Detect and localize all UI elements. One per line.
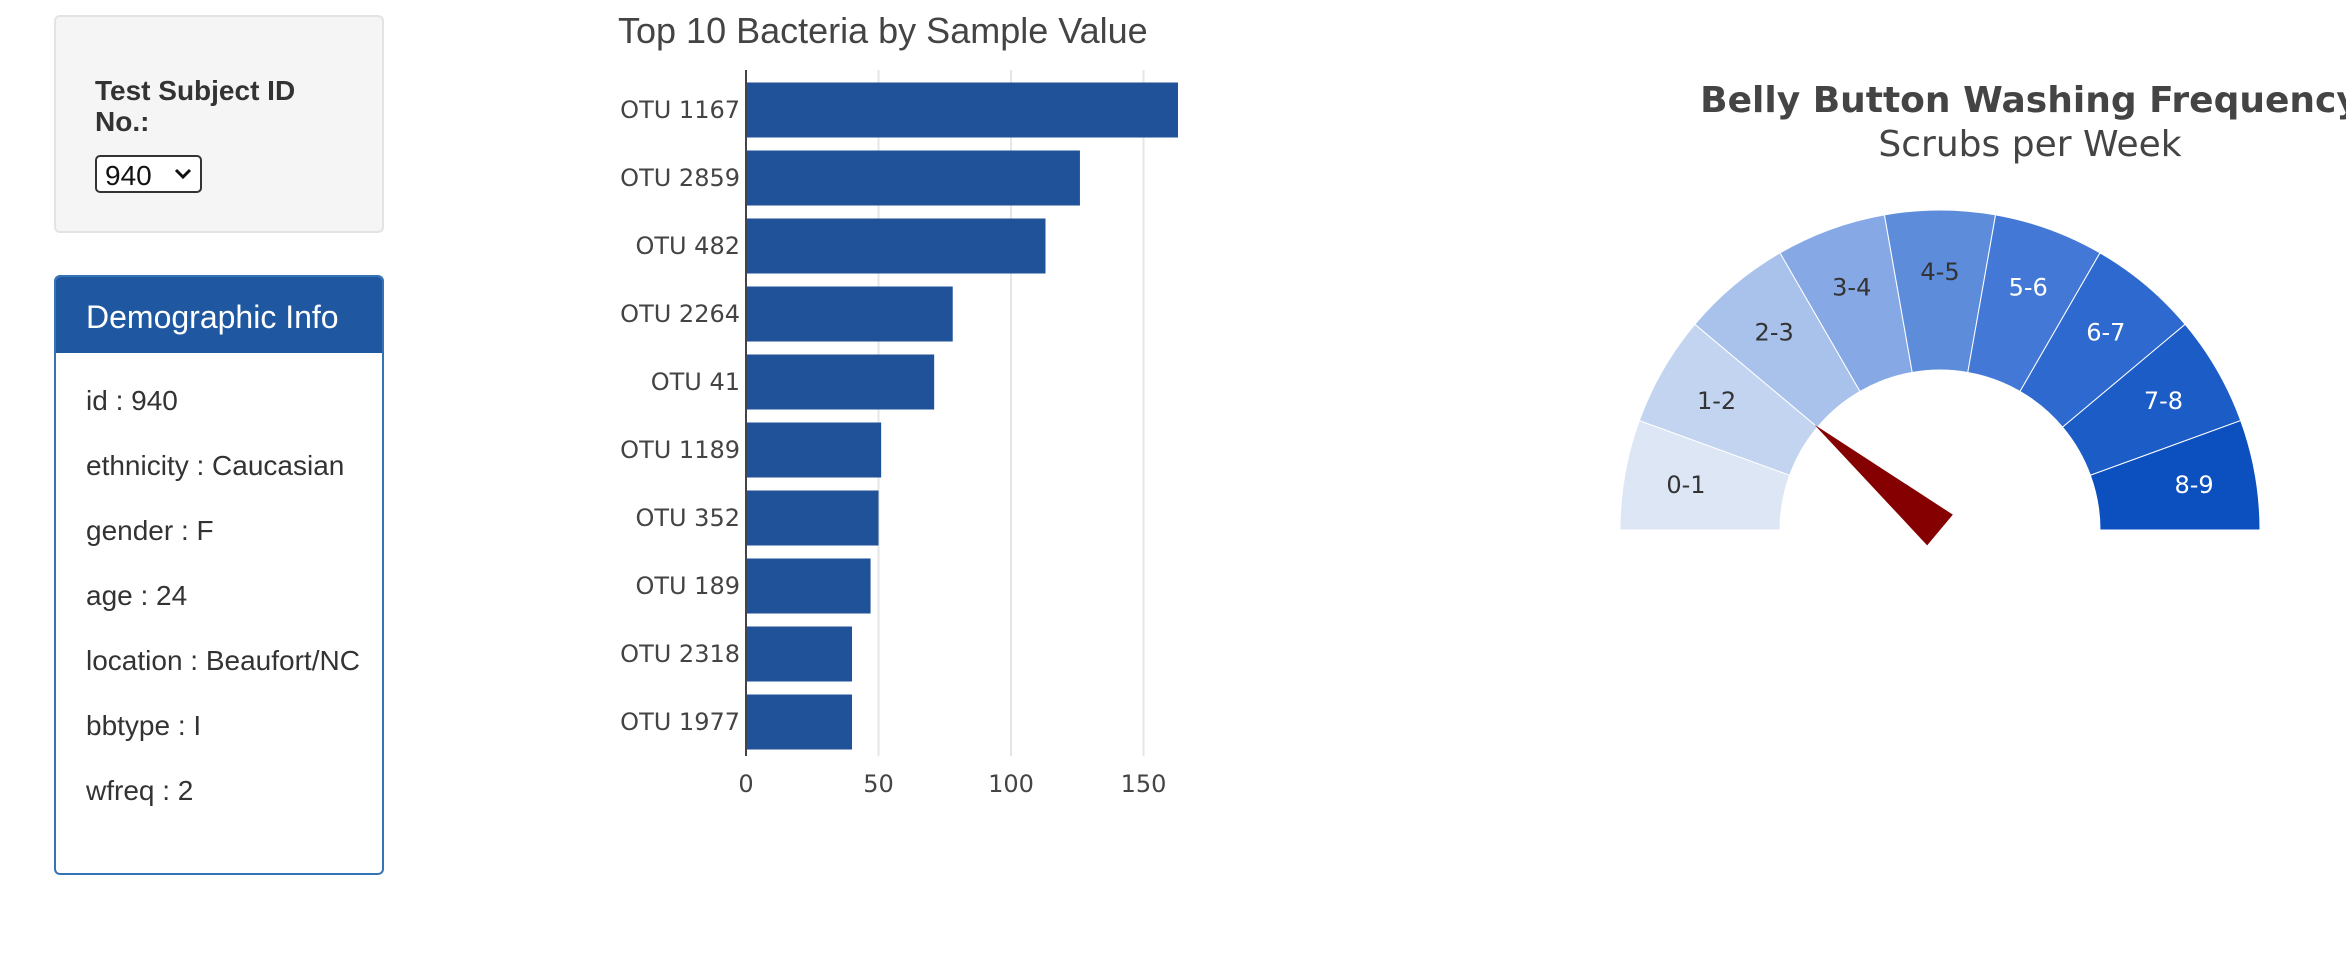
bar-category-label: OTU 1189 [620,436,740,464]
gauge-title: Belly Button Washing Frequency [1700,80,2346,121]
gauge-chart: 0-1 1-2 2-3 3-4 4-5 5-6 6-7 7-8 8-9 [1619,209,2261,546]
gauge-segment-label: 1-2 [1697,387,1736,415]
demographic-item-id: id : 940 [86,385,178,416]
gauge-segment [2089,419,2261,531]
gauge-segment-label: 0-1 [1666,471,1705,499]
x-tick-label: 0 [738,770,753,798]
demographic-item-age: age : 24 [86,580,188,611]
demographic-info-title: Demographic Info [86,299,339,335]
x-tick-label: 100 [988,770,1034,798]
chevron-down-icon [174,168,192,180]
gauge-needle [1814,424,1953,546]
demographic-item-wfreq: wfreq : 2 [86,775,194,806]
bar-chart: OTU 1167 OTU 2859 OTU 482 OTU 2264 OTU 41 OTU… [620,70,1178,798]
bar-chart-title: Top 10 Bacteria by Sample Value [618,10,1148,51]
bar [746,490,879,546]
subject-id-label: Test Subject ID No.: [95,75,296,137]
bar [746,150,1080,206]
bar-category-label: OTU 2318 [620,640,740,668]
gauge-segment-label: 8-9 [2174,471,2213,499]
demographic-info-header: Demographic Info [56,277,382,353]
demographic-item-bbtype: bbtype : I [86,710,202,741]
demographic-item-ethnicity: ethnicity : Caucasian [86,450,345,481]
bar-category-label: OTU 1977 [620,708,740,736]
bar-category-label: OTU 1167 [620,96,740,124]
bar-category-label: OTU 189 [635,572,740,600]
bar [746,218,1046,274]
x-tick-label: 50 [863,770,894,798]
bar [746,694,853,750]
demographic-info-list: id : 940 ethnicity : Caucasian gender : … [86,381,366,836]
bar-category-label: OTU 482 [635,232,740,260]
bar-category-label: OTU 2264 [620,300,740,328]
gauge-segment-label: 3-4 [1832,274,1871,302]
bar-category-label: OTU 2859 [620,164,740,192]
subject-id-selected-value: 940 [105,160,152,191]
bar [746,286,953,342]
x-tick-label: 150 [1121,770,1167,798]
bar [746,82,1178,138]
bar-category-label: OTU 41 [651,368,740,396]
demographic-info-panel: Demographic Info id : 940 ethnicity : Ca… [54,275,384,875]
bar [746,626,853,682]
demographic-item-location: location : Beaufort/NC [86,645,360,676]
gauge-segment-label: 4-5 [1920,258,1959,286]
bar [746,354,935,410]
subject-selector-panel: Test Subject ID No.: 940 [54,15,384,233]
gauge-segment-label: 6-7 [2086,318,2125,346]
gauge-subtitle: Scrubs per Week [1878,124,2182,165]
demographic-item-gender: gender : F [86,515,214,546]
bar [746,422,882,478]
bar-category-label: OTU 352 [635,504,740,532]
gauge-segment-label: 2-3 [1755,318,1794,346]
gauge-segment-label: 7-8 [2144,387,2183,415]
bar [746,558,871,614]
subject-id-select[interactable]: 940 [95,155,202,193]
gauge-segment-label: 5-6 [2009,274,2048,302]
